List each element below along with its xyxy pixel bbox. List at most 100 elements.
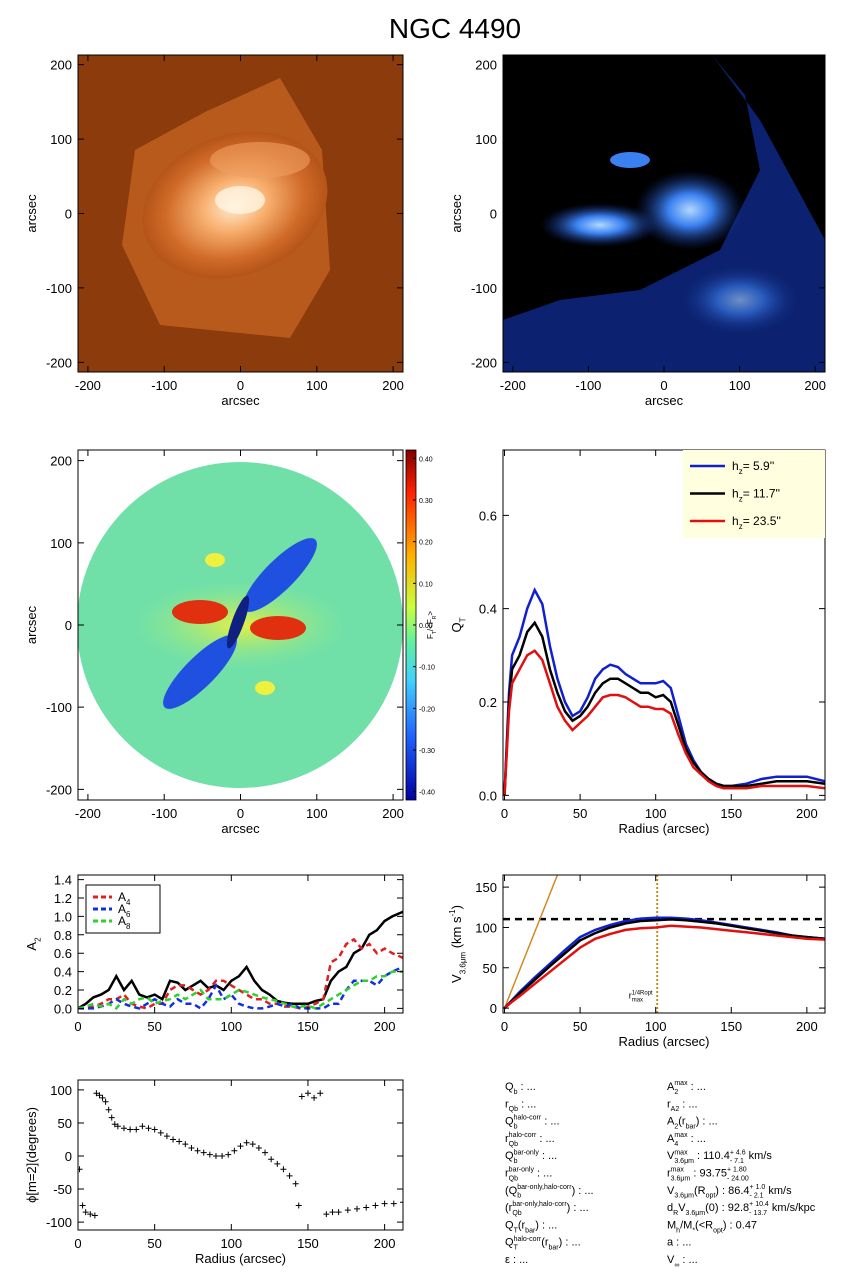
x-tick-label: 50 bbox=[573, 1019, 587, 1034]
text-part: : ... bbox=[539, 1150, 557, 1162]
text-part: d bbox=[667, 1202, 673, 1214]
x-axis-label: arcsec bbox=[221, 821, 260, 836]
series-line bbox=[503, 918, 825, 1010]
y-tick-label: 0.8 bbox=[54, 928, 72, 943]
y-tick-label: 200 bbox=[50, 454, 72, 469]
text-part: R bbox=[432, 615, 438, 619]
y-tick-label: -100 bbox=[46, 281, 72, 296]
point bbox=[157, 1129, 164, 1136]
text-part: -1 bbox=[448, 909, 457, 917]
parameter-line: Qhalo-corr T (rbar) : ... bbox=[505, 1236, 581, 1252]
x-tick-label: 200 bbox=[374, 1019, 396, 1034]
legend-box bbox=[85, 884, 161, 934]
series-line bbox=[78, 910, 403, 1010]
parameter-line: (Qbar-only,halo-corr b) : ... bbox=[505, 1184, 594, 1200]
colorbar-tick-label: -0.20 bbox=[419, 706, 435, 713]
y-tick-label: 100 bbox=[50, 1083, 72, 1098]
text-part: V bbox=[667, 1150, 675, 1162]
parameter-line: ε : ... bbox=[505, 1254, 528, 1266]
point bbox=[400, 1199, 403, 1206]
x-tick-label: 0 bbox=[74, 1236, 81, 1251]
text-part: 3.6μm bbox=[459, 952, 468, 975]
point bbox=[363, 1204, 370, 1211]
y-tick-label: 0 bbox=[65, 207, 72, 222]
x-tick-label: 200 bbox=[374, 1236, 396, 1251]
point bbox=[120, 1125, 127, 1132]
x-tick-label: 100 bbox=[220, 1019, 242, 1034]
text-part: ) bbox=[449, 905, 464, 909]
text-part: (R bbox=[694, 1185, 706, 1197]
y-tick-label: 50 bbox=[58, 1116, 72, 1131]
parameter-line: Amax 4 : ... bbox=[667, 1132, 706, 1148]
y-tick-label: 100 bbox=[50, 132, 72, 147]
point bbox=[99, 1094, 106, 1101]
text-part: = 23.5'' bbox=[743, 514, 781, 528]
series-line bbox=[78, 970, 403, 1011]
colorbar-tick-label: -0.10 bbox=[419, 665, 435, 672]
x-axis-label: arcsec bbox=[645, 393, 684, 408]
parameter-line: QT(rbar) : ... bbox=[505, 1219, 557, 1234]
legend-label: hz= 11.7'' bbox=[732, 487, 780, 504]
text-part: r bbox=[505, 1133, 509, 1145]
text-part: 3.6μm bbox=[671, 1175, 691, 1182]
text-part: ε : ... bbox=[505, 1254, 528, 1266]
x-axis-label: Radius (arcsec) bbox=[618, 1034, 709, 1049]
text-part: V bbox=[678, 1202, 686, 1214]
x-tick-label: 150 bbox=[297, 1236, 319, 1251]
frame bbox=[77, 874, 404, 1014]
plot-area bbox=[78, 1090, 403, 1219]
text-part: > bbox=[426, 611, 435, 616]
point bbox=[298, 1093, 305, 1100]
text-part: : ... bbox=[679, 1254, 697, 1266]
y-axis-label: QT bbox=[449, 617, 468, 632]
point bbox=[225, 1151, 232, 1158]
y-tick-label: -100 bbox=[46, 700, 72, 715]
y-tick-label: -100 bbox=[46, 1215, 72, 1230]
y-tick-label: 150 bbox=[475, 880, 497, 895]
text-part: 2 bbox=[34, 937, 43, 942]
text-part: - 24.00 bbox=[727, 1175, 749, 1182]
point bbox=[219, 1152, 226, 1159]
point bbox=[249, 1141, 256, 1148]
series-line bbox=[503, 620, 825, 796]
y-tick-label: 1.2 bbox=[54, 891, 72, 906]
text-part: bar bbox=[549, 1245, 560, 1252]
point bbox=[96, 1092, 103, 1099]
text-part: Q bbox=[505, 1116, 514, 1128]
text-part: = 5.9'' bbox=[743, 459, 775, 473]
text-part: Q bbox=[505, 1219, 514, 1231]
point bbox=[304, 1090, 311, 1097]
parameter-line: V∞ : ... bbox=[667, 1254, 698, 1269]
series-line bbox=[503, 649, 825, 796]
text-part: 3.6μm bbox=[674, 1158, 694, 1165]
y-tick-label: 0 bbox=[65, 618, 72, 633]
colorbar-tick-label: 0.20 bbox=[419, 540, 433, 547]
text-part: * bbox=[692, 1227, 695, 1234]
frame bbox=[502, 449, 826, 801]
text-part: R bbox=[673, 1210, 678, 1217]
text-part: (0) : 92.8 bbox=[705, 1202, 749, 1214]
y-tick-label: 1.4 bbox=[54, 873, 72, 888]
x-tick-label: 150 bbox=[720, 806, 742, 821]
text-part: Q bbox=[449, 622, 464, 632]
parameter-line: Amax 2 : ... bbox=[667, 1080, 706, 1096]
parameter-line: Mh/M*(<Ropt) : 0.47 bbox=[667, 1219, 757, 1234]
text-part: km/s bbox=[746, 1150, 773, 1162]
text-part: A bbox=[24, 942, 39, 951]
point bbox=[93, 1090, 100, 1097]
y-tick-label: 0.4 bbox=[479, 602, 497, 617]
x-tick-label: 100 bbox=[306, 806, 328, 821]
text-part: A bbox=[118, 890, 126, 904]
y-tick-label: -100 bbox=[471, 281, 497, 296]
text-part: T bbox=[514, 1227, 519, 1234]
point bbox=[372, 1202, 379, 1209]
series-line bbox=[503, 875, 559, 1009]
y-tick-label: 0 bbox=[65, 1149, 72, 1164]
text-part: /<F bbox=[426, 619, 435, 631]
text-part: b bbox=[514, 1089, 518, 1096]
point bbox=[354, 1205, 361, 1212]
parameter-line: a : ... bbox=[667, 1237, 691, 1249]
x-tick-label: 100 bbox=[306, 378, 328, 393]
text-part: km/s bbox=[765, 1185, 792, 1197]
text-part: F bbox=[426, 634, 435, 639]
